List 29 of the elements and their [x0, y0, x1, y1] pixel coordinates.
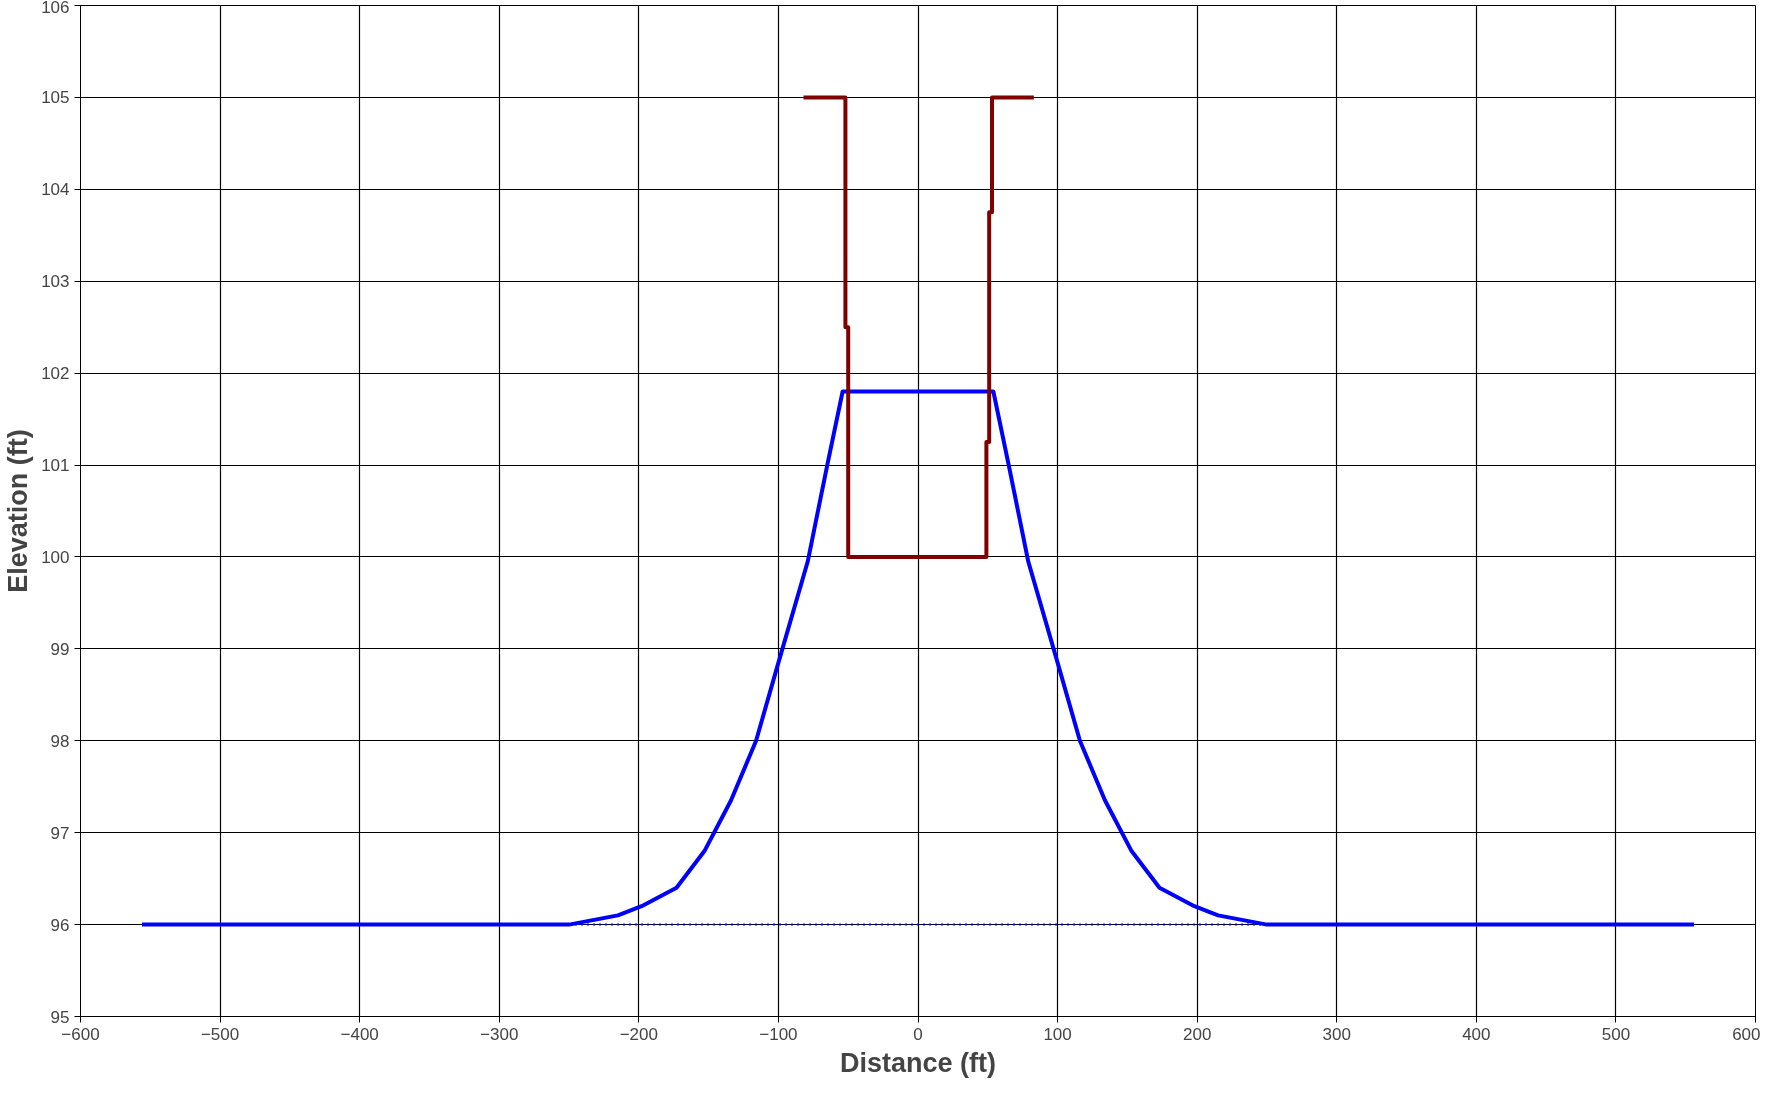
x-tick-label: 600	[1732, 1024, 1761, 1044]
line-series	[139, 389, 1697, 927]
y-tick-label: 96	[50, 915, 70, 935]
x-tick-label: −200	[619, 1024, 658, 1044]
y-tick-label: 104	[41, 180, 70, 200]
y-tick-label: 106	[41, 0, 70, 17]
x-tick-label: −100	[759, 1024, 798, 1044]
y-tick-label: 100	[41, 547, 70, 567]
x-tick-label: 300	[1322, 1024, 1351, 1044]
x-tick-label: −400	[340, 1024, 379, 1044]
x-tick-label: 100	[1043, 1024, 1072, 1044]
line-series	[801, 95, 1036, 559]
y-axis-title: Elevation (ft)	[3, 429, 34, 593]
y-tick-label: 101	[41, 456, 70, 476]
y-tick-label: 103	[41, 272, 70, 292]
x-tick-label: −500	[200, 1024, 240, 1044]
y-tick-label: 97	[50, 823, 70, 843]
y-tick-label: 98	[50, 731, 70, 751]
x-axis-title: Distance (ft)	[839, 1047, 997, 1078]
x-tick-label: 200	[1182, 1024, 1212, 1044]
x-tick-label: 0	[913, 1024, 923, 1044]
y-tick-label: 95	[50, 1007, 70, 1027]
x-tick-label: 500	[1601, 1024, 1631, 1044]
x-tick-label: 400	[1462, 1024, 1491, 1044]
x-tick-label: −300	[480, 1024, 519, 1044]
y-tick-label: 99	[50, 639, 70, 659]
y-tick-label: 102	[41, 364, 70, 384]
y-tick-label: 105	[41, 88, 70, 108]
x-tick-label: −600	[61, 1024, 100, 1044]
